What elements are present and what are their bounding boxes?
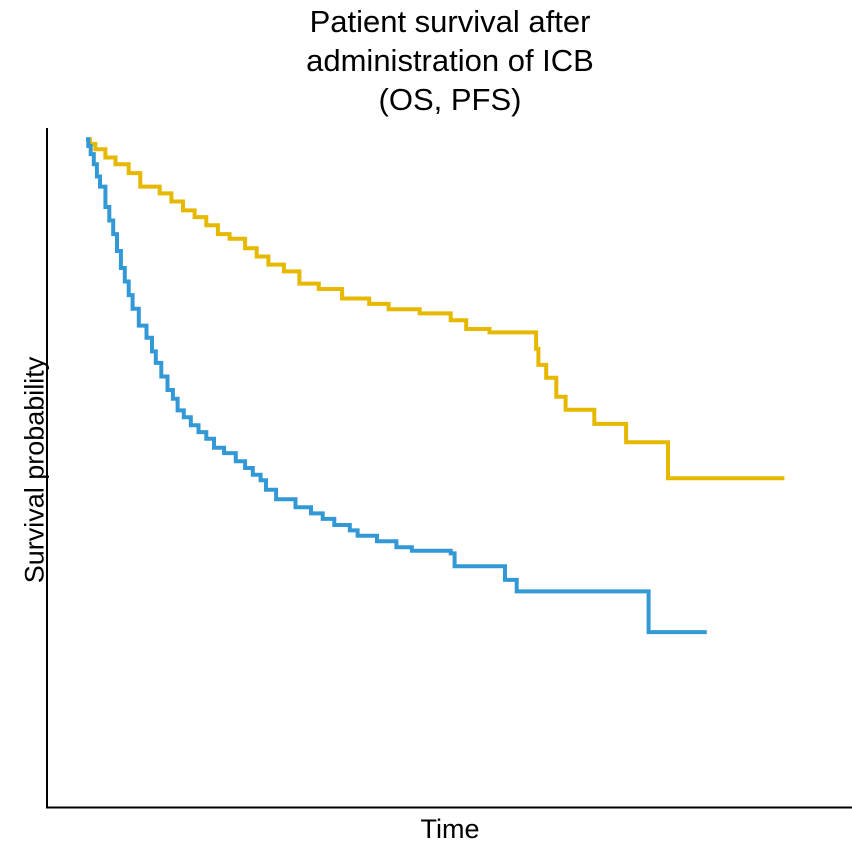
series-layer — [86, 137, 785, 635]
chart-title-line-1: Patient survival after — [309, 4, 591, 39]
chart-title-line-3: (OS, PFS) — [378, 82, 522, 117]
y-axis-label: Survival probability — [19, 356, 50, 584]
survival-curve-2 — [86, 137, 707, 635]
x-axis-label: Time — [420, 814, 480, 844]
chart-title-line-2: administration of ICB — [306, 43, 594, 78]
chart-title: Patient survival after administration of… — [0, 2, 852, 119]
survival-curve-1 — [86, 137, 785, 481]
